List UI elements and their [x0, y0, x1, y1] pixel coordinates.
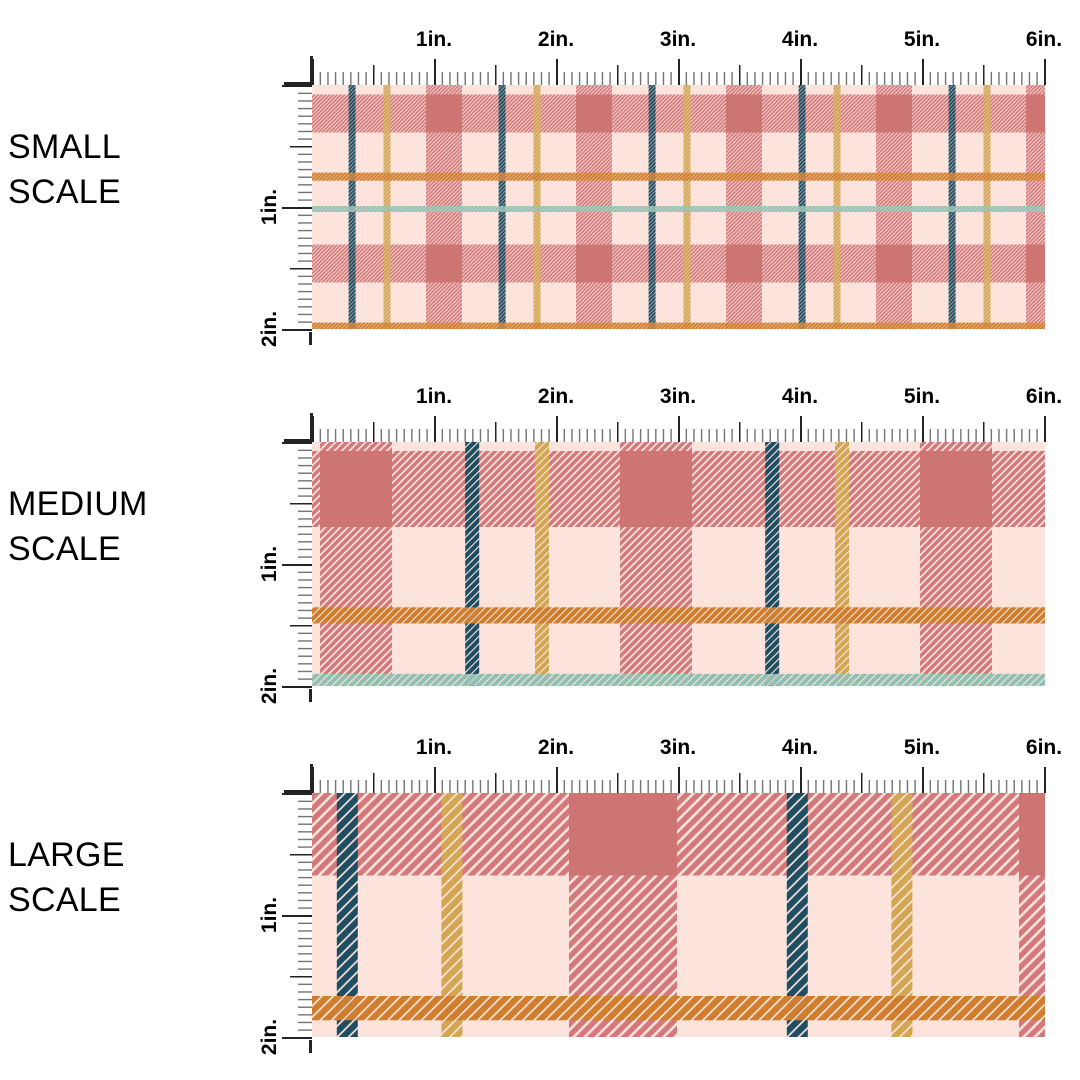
ruler-label-5in: 5in. [903, 28, 941, 51]
plaid-fill-medium [312, 442, 1045, 686]
ruler-label-vertical-1in: 1in. [258, 545, 281, 583]
ruler-label-3in: 3in. [659, 736, 697, 759]
ruler-label-2in: 2in. [537, 28, 575, 51]
ruler-end-mark [309, 1040, 312, 1053]
plaid-swatch-small [312, 85, 1045, 329]
section-medium-scale: MEDIUM SCALE 1in. 2in. 3in. 4in. 5in. 6i… [0, 382, 1080, 712]
ruler-label-vertical-1in: 1in. [258, 188, 281, 226]
section-large-scale: LARGE SCALE 1in. 2in. 3in. 4in. 5in. 6in… [0, 733, 1080, 1063]
plaid-swatch-medium [312, 442, 1045, 686]
ruler-label-1in: 1in. [415, 385, 453, 408]
ruler-end-mark [309, 689, 312, 702]
ruler-label-4in: 4in. [781, 385, 819, 408]
ruler-corner-mark [284, 764, 313, 793]
ruler-label-6in: 6in. [1025, 28, 1063, 51]
section-small-scale: SMALL SCALE 1in. 2in. 3in. 4in. 5in. 6in… [0, 25, 1080, 355]
ruler-label-4in: 4in. [781, 736, 819, 759]
scale-label-medium: MEDIUM SCALE [8, 482, 148, 572]
ruler-corner-mark [284, 413, 313, 442]
ruler-label-5in: 5in. [903, 385, 941, 408]
ruler-label-2in: 2in. [537, 736, 575, 759]
ruler-label-vertical-1in: 1in. [258, 896, 281, 934]
ruler-label-2in: 2in. [537, 385, 575, 408]
scale-label-large: LARGE SCALE [8, 833, 125, 923]
ruler-label-1in: 1in. [415, 736, 453, 759]
vertical-ruler-ticks [282, 793, 312, 1040]
ruler-label-6in: 6in. [1025, 385, 1063, 408]
scale-label-line2: SCALE [8, 881, 121, 919]
ruler-label-vertical-2in: 2in. [258, 1018, 281, 1056]
ruler-label-3in: 3in. [659, 28, 697, 51]
plaid-fill-small [312, 85, 1045, 329]
ruler-label-6in: 6in. [1025, 736, 1063, 759]
scale-label-line1: MEDIUM [8, 485, 148, 523]
horizontal-ruler-ticks [312, 413, 1046, 442]
ruler-label-3in: 3in. [659, 385, 697, 408]
ruler-label-vertical-2in: 2in. [258, 667, 281, 705]
vertical-ruler-ticks [282, 85, 312, 332]
scale-label-line2: SCALE [8, 530, 121, 568]
plaid-swatch-large [312, 793, 1045, 1037]
ruler-end-mark [309, 332, 312, 345]
horizontal-ruler-ticks [312, 764, 1046, 793]
scale-label-line2: SCALE [8, 173, 121, 211]
ruler-label-vertical-2in: 2in. [258, 310, 281, 348]
scale-label-line1: SMALL [8, 128, 121, 166]
scale-label-line1: LARGE [8, 836, 125, 874]
plaid-fill-large [312, 793, 1045, 1037]
ruler-corner-mark [284, 56, 313, 85]
ruler-label-4in: 4in. [781, 28, 819, 51]
horizontal-ruler-ticks [312, 56, 1046, 85]
scale-label-small: SMALL SCALE [8, 125, 121, 215]
ruler-label-5in: 5in. [903, 736, 941, 759]
vertical-ruler-ticks [282, 442, 312, 689]
ruler-label-1in: 1in. [415, 28, 453, 51]
